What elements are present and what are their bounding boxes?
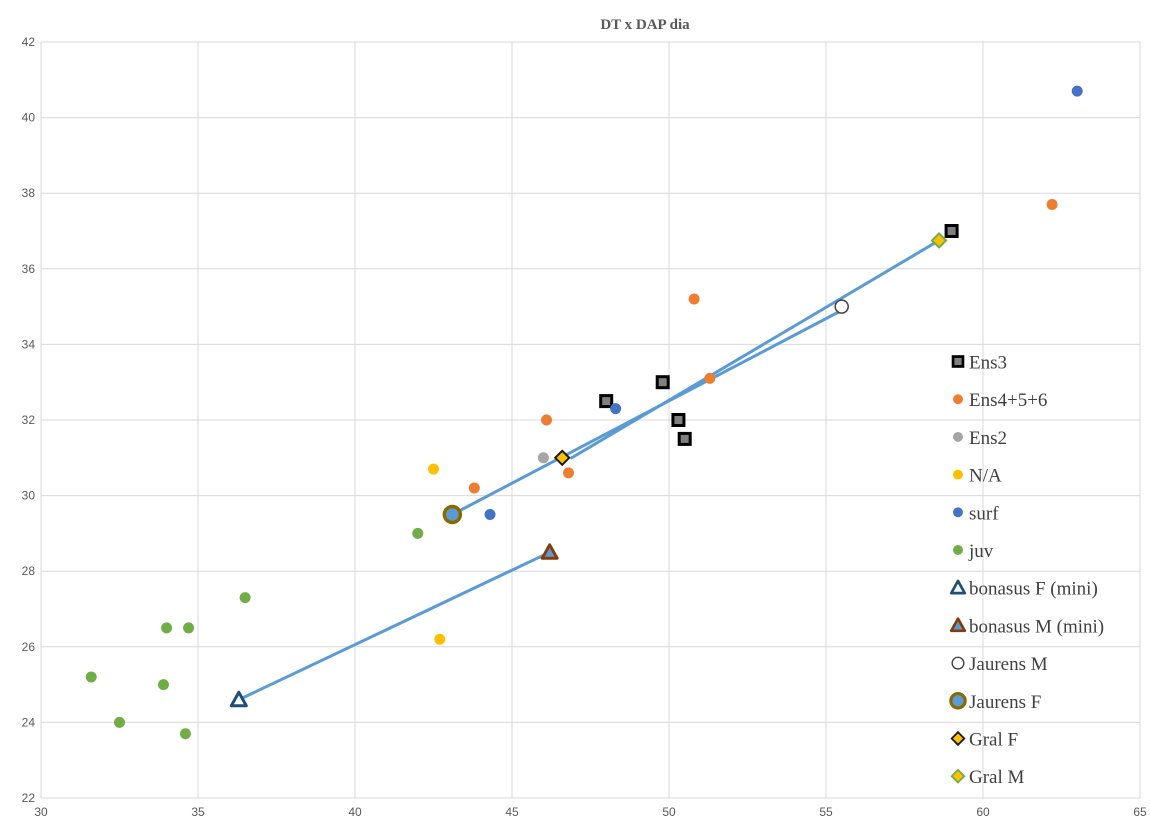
legend-label: Jaurens M [969,654,1048,675]
legend-marker-n-a [953,469,963,480]
point-ens3 [671,413,686,427]
legend-label: N/A [969,466,1002,487]
point-juv [114,716,125,728]
legend-item-surf: surf [953,503,999,524]
point-juv [179,728,191,740]
y-tick-label: 32 [22,413,36,427]
legend-item-gral-f: Gral F [950,730,1018,751]
y-tick-label: 42 [22,35,36,49]
y-tick-label: 30 [22,489,36,503]
legend-label: Ens4+5+6 [969,390,1047,411]
fit-line-bonasus [237,550,552,702]
x-tick-label: 60 [976,805,990,819]
y-tick-label: 38 [22,186,36,200]
legend-marker-jaurens-m [951,656,965,670]
y-tick-label: 40 [22,111,36,125]
legend-label: Gral M [969,767,1025,788]
x-tick-label: 55 [819,805,833,819]
legend-item-juv: juv [953,541,994,562]
legend-label: surf [969,503,999,524]
point-ens4-5-6 [563,467,575,479]
point-gral-m [930,232,948,249]
legend-label: Ens2 [969,428,1007,449]
point-ens3 [599,394,614,409]
legend: Ens3 Ens4+5+6 Ens2 N/A surf juv bonasus F (min… [949,353,1104,788]
legend-marker-surf [953,507,963,518]
legend-marker-ens4-5-6 [953,394,963,405]
x-tick-label: 50 [662,805,676,819]
tick-labels: 30 35 40 45 50 55 60 65 22 24 26 28 30 32 34 36 38 40 42 [22,35,1147,819]
legend-item-gral-m: Gral M [950,767,1025,788]
point-n-a [428,463,439,475]
legend-label: juv [968,541,994,562]
y-tick-label: 22 [22,791,36,805]
legend-item-bonasus-m-mini: bonasus M (mini) [949,616,1104,637]
point-ens3 [677,431,692,446]
x-tick-label: 35 [191,805,205,819]
legend-item-bonasus-f-mini: bonasus F (mini) [949,579,1098,600]
legend-label: Gral F [969,730,1018,751]
point-gral-f [553,449,571,467]
point-ens4-5-6 [541,414,553,426]
legend-item-n-a: N/A [953,466,1002,487]
x-tick-label: 30 [34,805,48,819]
point-bonasus-m-mini [540,543,559,560]
legend-label: bonasus F (mini) [969,579,1098,600]
chart-title: DT x DAP dia [600,17,690,33]
legend-marker-gral-m [950,768,966,784]
point-ens4-5-6 [688,293,700,305]
legend-marker-ens2 [953,431,963,442]
legend-marker-gral-f [950,730,966,747]
point-ens4-5-6 [468,482,480,494]
point-surf [484,509,496,520]
legend-item-jaurens-f: Jaurens F [949,692,1041,713]
point-juv [239,592,251,604]
y-tick-label: 26 [22,640,36,654]
fit-lines [237,238,941,702]
point-surf [610,403,622,415]
legend-label: Jaurens F [969,692,1041,713]
legend-item-ens3: Ens3 [951,353,1007,374]
point-juv [183,622,195,634]
point-juv [412,527,424,539]
legend-item-jaurens-m: Jaurens M [951,654,1048,675]
point-juv [157,679,169,691]
legend-marker-jaurens-f [949,692,967,710]
x-tick-label: 40 [348,805,362,819]
legend-marker-bonasus-m-mini [949,617,967,633]
legend-item-ens4-5-6: Ens4+5+6 [953,390,1047,411]
point-ens3 [944,224,959,238]
legend-marker-ens3 [951,355,965,368]
point-jaurens-m [834,299,849,314]
legend-marker-juv [953,545,963,555]
point-jaurens-f [442,504,463,525]
point-surf [1071,85,1083,97]
point-bonasus-f-mini [229,690,248,708]
legend-item-ens2: Ens2 [953,428,1007,449]
y-tick-label: 34 [22,337,36,351]
point-ens4-5-6 [704,372,716,384]
point-ens3 [655,375,670,390]
point-juv [161,622,173,634]
fit-line-gral [570,238,941,460]
grid-layer [40,41,1141,799]
legend-label: Ens3 [969,353,1007,374]
y-tick-label: 24 [22,715,36,729]
x-tick-label: 45 [505,805,519,819]
point-n-a [434,633,446,645]
point-ens2 [537,452,549,464]
x-tick-label: 65 [1133,805,1147,819]
point-juv [85,671,97,683]
y-tick-label: 28 [22,564,36,578]
data-points [85,85,1083,740]
legend-marker-bonasus-f-mini [949,579,967,595]
point-ens4-5-6 [1046,199,1058,211]
legend-label: bonasus M (mini) [969,616,1104,637]
y-tick-label: 36 [22,262,36,276]
